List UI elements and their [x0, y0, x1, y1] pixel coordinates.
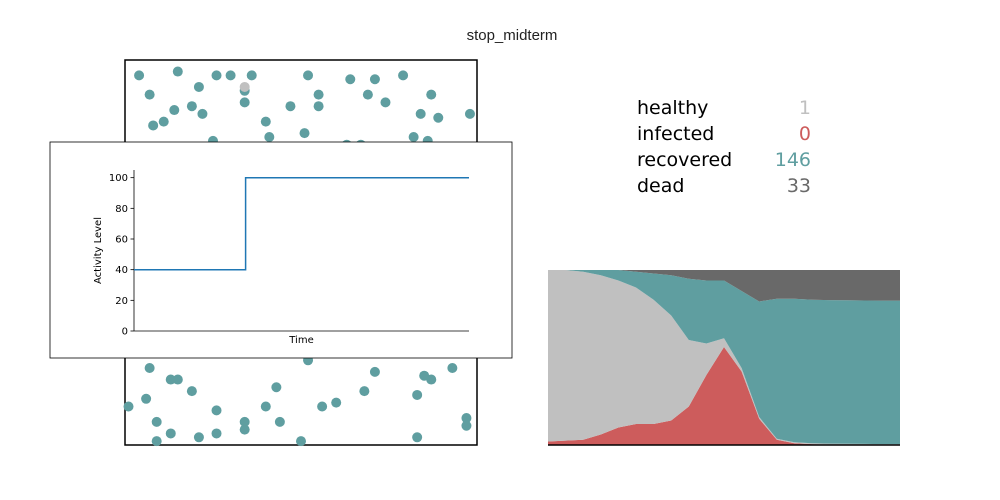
- person-dot-recovered: [380, 97, 391, 108]
- stats-panel: healthy 1 infected 0 recovered 146 dead 33: [637, 97, 811, 197]
- person-dot-recovered: [412, 389, 423, 400]
- person-dot-recovered: [271, 382, 282, 393]
- stat-label-recovered: recovered: [637, 149, 732, 171]
- person-dot-recovered: [211, 70, 222, 81]
- person-dot-recovered: [461, 413, 472, 424]
- person-dot-recovered: [123, 401, 134, 412]
- person-dot-recovered: [193, 432, 204, 443]
- area-band-recovered: [548, 270, 900, 445]
- person-dot-recovered: [186, 101, 197, 112]
- person-dot-recovered: [193, 81, 204, 92]
- person-dot-recovered: [225, 70, 236, 81]
- person-dot-recovered: [285, 101, 296, 112]
- figure-title: stop_midterm: [467, 27, 558, 44]
- person-dot-recovered: [211, 428, 222, 439]
- stat-label-dead: dead: [637, 175, 684, 197]
- person-dot-recovered: [412, 432, 423, 443]
- person-dot-recovered: [369, 74, 380, 85]
- person-dot-recovered: [151, 436, 162, 447]
- activity-ytick-label: 60: [115, 235, 128, 246]
- stacked-area-panel: [548, 270, 900, 446]
- person-dot-recovered: [419, 370, 430, 381]
- person-dot-recovered: [274, 416, 285, 427]
- person-dot-recovered: [359, 386, 370, 397]
- stat-value-infected: 0: [799, 123, 811, 145]
- person-dot-recovered: [141, 393, 152, 404]
- person-dot-recovered: [313, 101, 324, 112]
- person-dot-recovered: [313, 89, 324, 100]
- person-dot-recovered: [246, 70, 257, 81]
- person-dot-recovered: [158, 116, 169, 127]
- person-dot-recovered: [211, 405, 222, 416]
- activity-ytick-label: 40: [115, 265, 128, 276]
- person-dot-recovered: [151, 416, 162, 427]
- stat-label-healthy: healthy: [637, 97, 708, 119]
- person-dot-recovered: [362, 89, 373, 100]
- person-dot-recovered: [426, 89, 437, 100]
- stat-value-healthy: 1: [799, 97, 811, 119]
- stat-label-infected: infected: [637, 123, 714, 145]
- activity-ytick-label: 100: [109, 173, 128, 184]
- activity-line: [134, 176, 469, 271]
- activity-ytick-label: 20: [115, 296, 128, 307]
- person-dot-recovered: [148, 120, 159, 131]
- population-dots: [123, 66, 475, 447]
- person-dot-recovered: [165, 428, 176, 439]
- person-dot-recovered: [260, 116, 271, 127]
- person-dot-recovered: [303, 70, 314, 81]
- person-dot-recovered: [408, 132, 419, 142]
- person-dot-recovered: [172, 66, 183, 77]
- person-dot-recovered: [398, 70, 409, 81]
- person-dot-recovered: [197, 108, 208, 119]
- person-dot-recovered: [464, 108, 475, 119]
- person-dot-recovered: [415, 108, 426, 119]
- activity-xlabel: Time: [288, 335, 313, 346]
- person-dot-recovered: [369, 366, 380, 377]
- person-dot-recovered: [144, 363, 155, 373]
- person-dot-recovered: [299, 128, 310, 139]
- activity-ytick-label: 80: [115, 204, 128, 215]
- activity-ylabel: Activity Level: [93, 217, 104, 284]
- person-dot-recovered: [165, 374, 176, 385]
- person-dot-recovered: [331, 397, 342, 408]
- person-dot-recovered: [260, 401, 271, 412]
- activity-ytick-label: 0: [122, 327, 128, 338]
- person-dot-recovered: [433, 112, 444, 123]
- person-dot-recovered: [239, 424, 250, 435]
- person-dot-recovered: [461, 420, 472, 431]
- person-dot-recovered: [169, 105, 180, 116]
- area-band-infected: [548, 347, 900, 445]
- area-band-healthy: [548, 270, 900, 445]
- person-dot-recovered: [144, 89, 155, 100]
- activity-plot: 0 20 40 60 80 100 Time Activity Level: [93, 170, 469, 346]
- area-band-dead: [548, 270, 900, 302]
- person-dot-recovered: [186, 386, 197, 397]
- stat-value-recovered: 146: [775, 149, 811, 171]
- activity-panel: 0 20 40 60 80 100 Time Activity Level: [49, 141, 513, 359]
- person-dot-healthy: [239, 81, 250, 92]
- person-dot-recovered: [264, 132, 275, 142]
- person-dot-recovered: [317, 401, 328, 412]
- stat-value-dead: 33: [787, 175, 811, 197]
- person-dot-recovered: [239, 416, 250, 427]
- person-dot-recovered: [296, 436, 306, 447]
- person-dot-recovered: [134, 70, 145, 81]
- person-dot-recovered: [447, 363, 458, 373]
- person-dot-recovered: [239, 97, 250, 108]
- person-dot-recovered: [172, 374, 183, 385]
- person-dot-recovered: [345, 74, 356, 85]
